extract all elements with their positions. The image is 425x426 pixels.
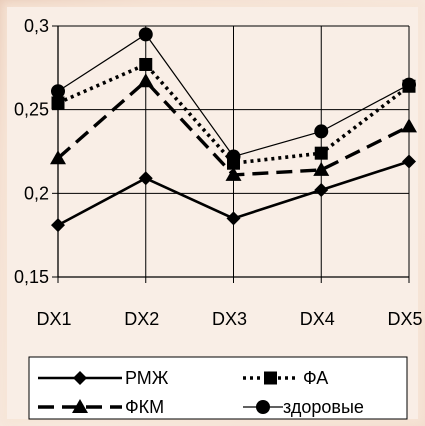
legend-label-fa: ФА — [303, 368, 328, 388]
legend-marker — [256, 400, 270, 414]
data-point — [226, 211, 241, 226]
series-2 — [50, 73, 417, 181]
x-tick-label: DX3 — [212, 309, 247, 329]
legend-samples — [38, 371, 298, 414]
data-point — [51, 96, 65, 110]
series-3 — [51, 27, 416, 164]
y-tick-label: 0,15 — [14, 267, 49, 287]
legend-marker — [264, 371, 277, 385]
data-point — [137, 73, 154, 88]
data-point — [402, 77, 416, 92]
data-point — [314, 124, 329, 139]
data-point — [225, 166, 242, 181]
legend: РМЖ ФА ФКМ здоровые — [28, 356, 408, 420]
y-tick-label: 0,2 — [24, 183, 49, 203]
x-tick-label: DX4 — [300, 309, 335, 329]
legend-marker — [72, 399, 88, 413]
x-tick-label: DX1 — [36, 309, 71, 329]
data-point — [401, 118, 417, 133]
series-0 — [51, 154, 416, 233]
data-point — [51, 84, 65, 99]
x-tick-label: DX5 — [387, 309, 422, 329]
y-tick-label: 0,3 — [24, 16, 49, 36]
legend-label-rmzh: РМЖ — [125, 368, 169, 388]
series — [50, 27, 417, 233]
data-point — [50, 150, 66, 165]
y-tick-labels: 0,3 0,25 0,2 0,15 — [14, 16, 49, 287]
legend-label-zdorovye: здоровые — [283, 397, 364, 417]
legend-marker — [73, 371, 87, 385]
data-point — [138, 171, 153, 186]
chart-panel — [7, 7, 418, 419]
data-point — [226, 149, 241, 164]
data-point — [402, 154, 416, 169]
x-tick-label: DX2 — [124, 309, 159, 329]
x-tick-labels: DX1 DX2 DX3 DX4 DX5 — [36, 309, 422, 329]
legend-label-fkm: ФКМ — [125, 397, 164, 417]
data-point — [139, 57, 153, 71]
y-tick-label: 0,25 — [14, 100, 49, 120]
data-point — [138, 27, 153, 42]
data-point — [314, 146, 328, 160]
data-point — [313, 161, 330, 176]
data-point — [51, 218, 65, 233]
series-line — [57, 62, 411, 166]
data-point — [314, 182, 329, 197]
